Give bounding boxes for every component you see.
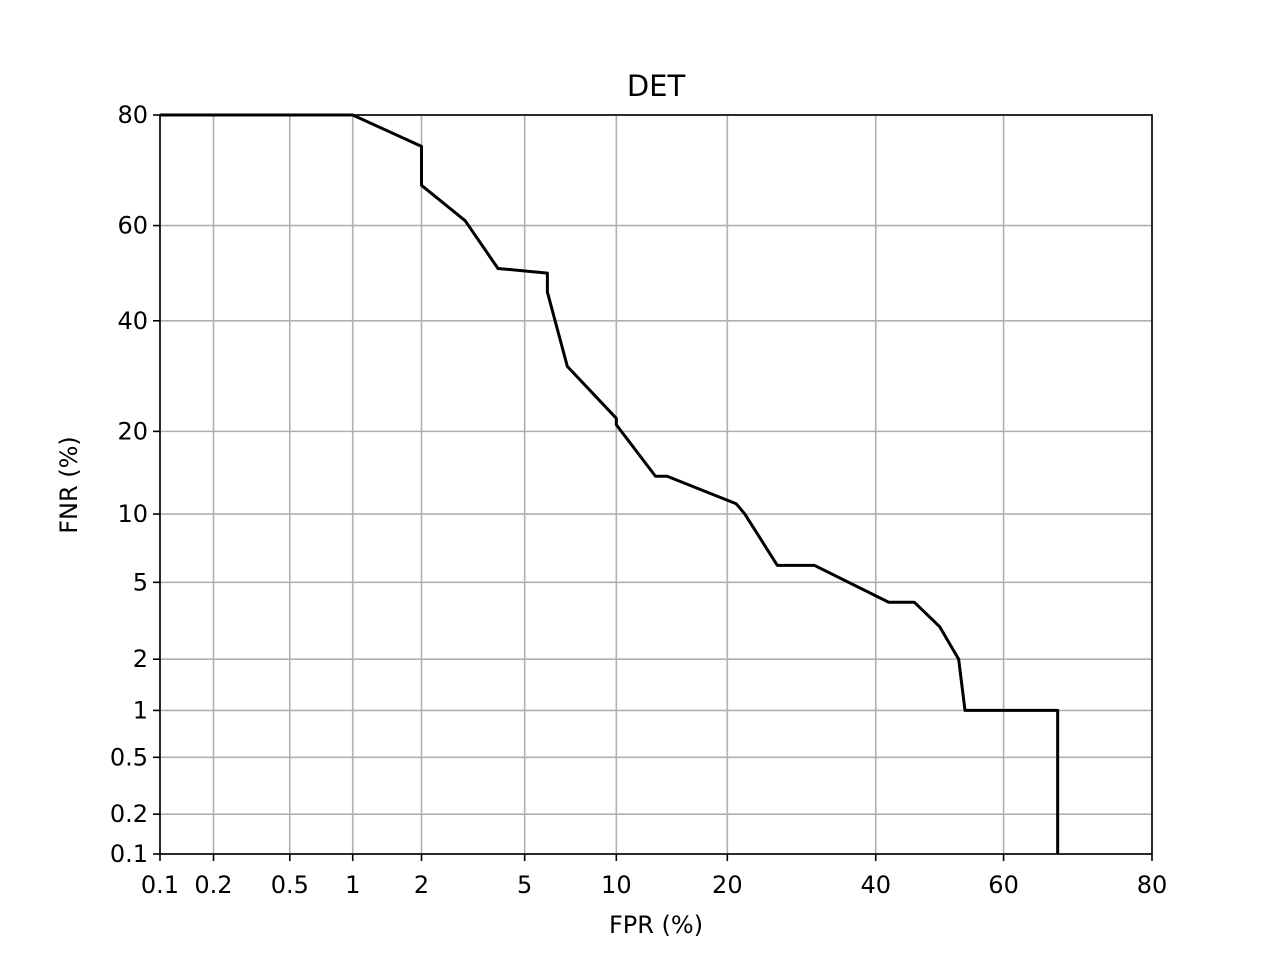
y-tick-label: 0.1 — [110, 840, 148, 868]
x-tick-label: 20 — [712, 871, 743, 899]
y-tick-label: 5 — [133, 568, 148, 596]
y-tick-label: 80 — [117, 101, 148, 129]
y-tick-label: 1 — [133, 696, 148, 724]
x-tick-label: 10 — [601, 871, 632, 899]
x-tick-label: 80 — [1137, 871, 1168, 899]
y-axis-label: FNR (%) — [55, 436, 83, 534]
y-tick-label: 40 — [117, 307, 148, 335]
x-tick-label: 40 — [860, 871, 891, 899]
y-tick-label: 20 — [117, 417, 148, 445]
y-tick-label: 2 — [133, 645, 148, 673]
y-tick-label: 10 — [117, 500, 148, 528]
x-tick-label: 0.1 — [141, 871, 179, 899]
x-tick-label: 5 — [517, 871, 532, 899]
x-tick-label: 1 — [345, 871, 360, 899]
x-tick-label: 0.2 — [194, 871, 232, 899]
chart-title: DET — [627, 69, 686, 103]
data-line — [160, 113, 1060, 854]
x-tick-label: 0.5 — [271, 871, 309, 899]
y-tick-label: 0.2 — [110, 800, 148, 828]
y-tick-label: 0.5 — [110, 743, 148, 771]
x-tick-label: 2 — [414, 871, 429, 899]
axes-frame — [159, 114, 1153, 855]
x-tick-label: 60 — [988, 871, 1019, 899]
y-tick-label: 60 — [117, 212, 148, 240]
x-axis-label: FPR (%) — [609, 911, 703, 939]
